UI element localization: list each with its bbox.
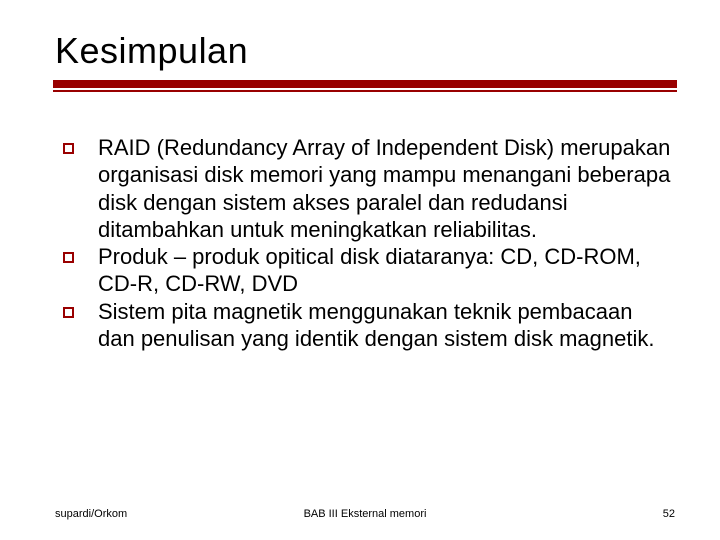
list-item-text: RAID (Redundancy Array of Independent Di… <box>98 134 675 243</box>
bullet-icon <box>63 307 74 318</box>
list-item: RAID (Redundancy Array of Independent Di… <box>63 134 675 243</box>
slide-title: Kesimpulan <box>55 30 675 72</box>
list-item: Sistem pita magnetik menggunakan teknik … <box>63 298 675 353</box>
content-area: RAID (Redundancy Array of Independent Di… <box>55 134 675 352</box>
footer-left: supardi/Orkom <box>55 508 127 520</box>
list-item: Produk – produk opitical disk diataranya… <box>63 243 675 298</box>
title-underline <box>53 80 677 92</box>
list-item-text: Sistem pita magnetik menggunakan teknik … <box>98 298 675 353</box>
bullet-icon <box>63 143 74 154</box>
footer-right: 52 <box>663 508 675 520</box>
underline-thick <box>53 80 677 88</box>
slide: Kesimpulan RAID (Redundancy Array of Ind… <box>0 0 720 540</box>
underline-thin <box>53 90 677 92</box>
list-item-text: Produk – produk opitical disk diataranya… <box>98 243 675 298</box>
footer-center: BAB III Eksternal memori <box>304 508 427 520</box>
footer: supardi/Orkom BAB III Eksternal memori 5… <box>55 508 675 520</box>
bullet-icon <box>63 252 74 263</box>
